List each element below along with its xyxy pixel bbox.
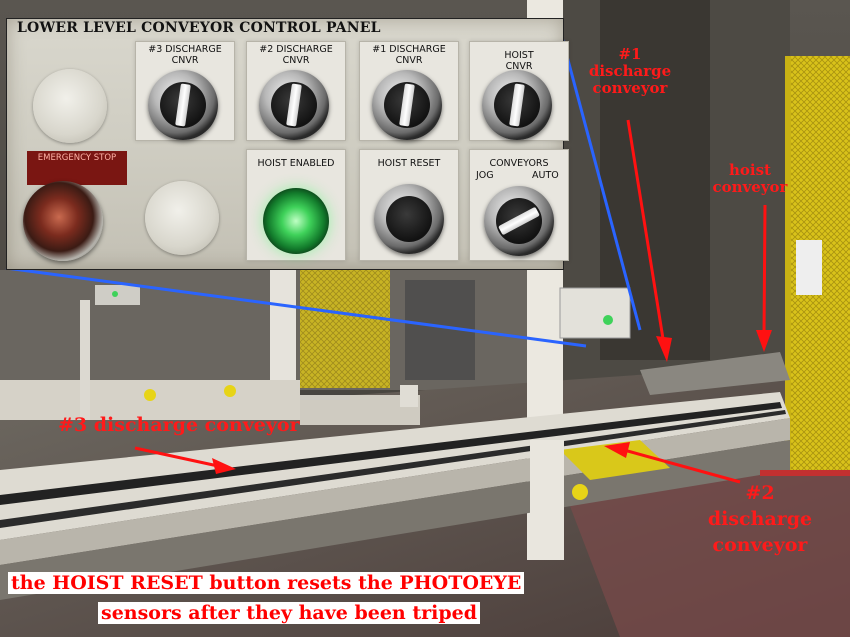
selector-switch-discharge-1[interactable] [372, 70, 442, 140]
hoist-enabled-plate: HOIST ENABLED [246, 149, 346, 261]
callout-line-bottom [5, 266, 587, 348]
caption-line-1: the HOIST RESET button resets the PHOTOE… [8, 572, 525, 594]
hoist-reset-label: HOIST RESET [377, 158, 441, 169]
annotation-discharge-3: #3 discharge conveyor [58, 414, 300, 436]
switch-label-discharge-3: #3 DISCHARGE CNVR [148, 44, 222, 66]
annotation-hoist: hoist conveyor [712, 161, 788, 196]
emergency-stop-label: EMERGENCY STOP [37, 153, 117, 163]
blank-button-bottom[interactable] [145, 181, 219, 255]
jog-label: JOG [476, 170, 494, 181]
switch-plate-hoist: HOIST CNVR [469, 41, 569, 141]
arrow-discharge-1 [626, 119, 672, 362]
annotation-discharge-2: #2 discharge conveyor [707, 482, 813, 556]
arrow-discharge-3 [134, 446, 236, 474]
annotation-discharge-1: #1 discharge conveyor [588, 45, 672, 97]
switch-plate-discharge-2: #2 DISCHARGE CNVR [246, 41, 346, 141]
emergency-stop-label-plate: EMERGENCY STOP [27, 151, 127, 185]
caption-line-2: sensors after they have been triped [98, 602, 481, 624]
blank-button-top[interactable] [33, 69, 107, 143]
arrow-hoist [756, 204, 772, 352]
selector-switch-discharge-3[interactable] [148, 70, 218, 140]
hoist-enabled-pilot-light [263, 188, 329, 254]
switch-plate-discharge-3: #3 DISCHARGE CNVR [135, 41, 235, 141]
hoist-reset-plate: HOIST RESET [359, 149, 459, 261]
auto-label: AUTO [532, 170, 559, 181]
switch-label-discharge-1: #1 DISCHARGE CNVR [372, 44, 446, 66]
switch-label-discharge-2: #2 DISCHARGE CNVR [259, 44, 333, 66]
panel-title: LOWER LEVEL CONVEYOR CONTROL PANEL [17, 20, 381, 36]
switch-label-hoist: HOIST CNVR [504, 50, 534, 72]
control-panel-inset: LOWER LEVEL CONVEYOR CONTROL PANEL EMERG… [6, 18, 569, 270]
hoist-reset-button[interactable] [374, 184, 444, 254]
callout-line-top [558, 29, 642, 331]
conveyors-mode-plate: CONVEYORS JOG AUTO [469, 149, 569, 261]
hoist-enabled-label: HOIST ENABLED [257, 158, 335, 169]
arrow-discharge-2 [604, 442, 741, 484]
switch-plate-discharge-1: #1 DISCHARGE CNVR [359, 41, 459, 141]
conveyors-mode-label: CONVEYORS [489, 158, 549, 169]
emergency-stop-button[interactable] [23, 181, 103, 261]
selector-switch-discharge-2[interactable] [259, 70, 329, 140]
selector-switch-hoist[interactable] [482, 70, 552, 140]
conveyors-mode-selector[interactable] [484, 186, 554, 256]
